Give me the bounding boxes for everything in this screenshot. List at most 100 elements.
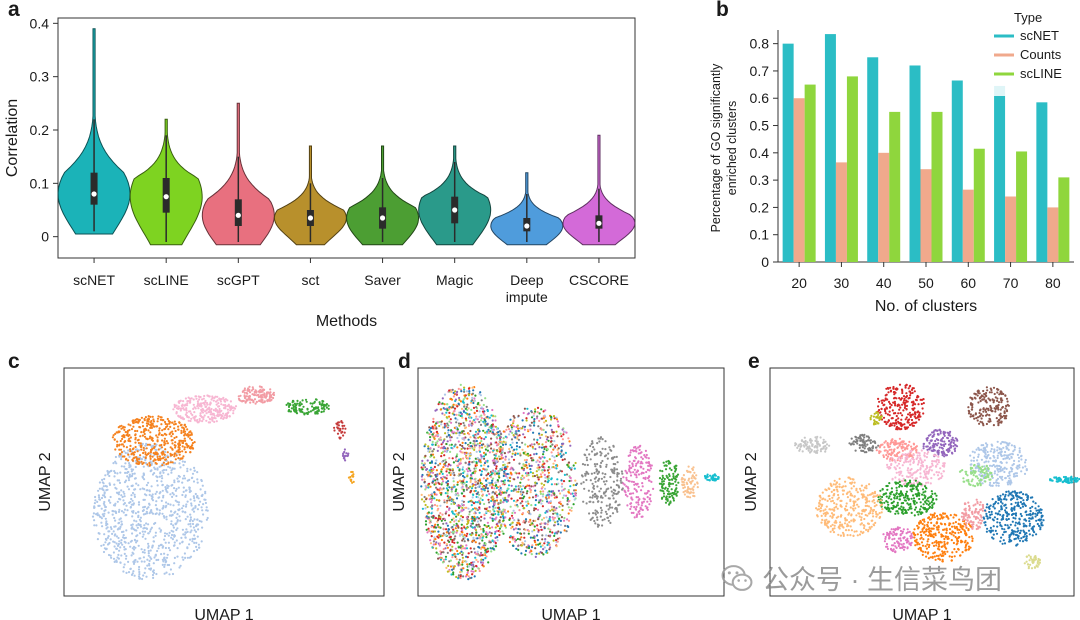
- plot-frame: [769, 367, 1075, 597]
- bar-counts: [878, 152, 890, 262]
- umap-scatter-c: UMAP 1 UMAP 2: [37, 367, 385, 620]
- y-tick-label: 0.2: [30, 122, 50, 138]
- y-tick-label: 0.7: [750, 63, 770, 79]
- bar-counts: [1005, 196, 1017, 262]
- umap-cluster: [882, 526, 914, 554]
- bar-scline: [973, 148, 985, 262]
- bar-scnet: [867, 57, 879, 263]
- umap-cluster: [420, 383, 508, 581]
- umap-cluster: [922, 428, 959, 458]
- x-tick-label: 30: [834, 275, 850, 291]
- x-tick-label: 50: [918, 275, 934, 291]
- x-axis-label: UMAP 1: [541, 607, 600, 620]
- bar-scnet: [951, 80, 963, 263]
- x-tick-label: Deep: [510, 272, 544, 288]
- umap-cluster: [91, 442, 209, 581]
- plot-frame: [63, 367, 385, 597]
- panel-letter-b: b: [716, 0, 729, 21]
- y-tick-label: 0.8: [750, 36, 770, 52]
- umap-cluster: [285, 398, 330, 416]
- umap-cluster: [490, 406, 579, 558]
- umap-points: [420, 383, 720, 581]
- bar-counts: [962, 189, 974, 262]
- violin-median: [596, 220, 602, 226]
- x-tick-label: impute: [506, 289, 548, 305]
- y-tick-label: 0.1: [750, 227, 770, 243]
- umap-cluster: [237, 385, 276, 405]
- umap-cluster: [1023, 554, 1041, 570]
- violin-median: [452, 207, 458, 213]
- y-tick-label: 0.6: [750, 90, 770, 106]
- x-tick-label: 80: [1045, 275, 1061, 291]
- y-axis-label: UMAP 2: [37, 452, 54, 511]
- bar-counts: [920, 169, 932, 262]
- y-axis-label: UMAP 2: [391, 452, 408, 511]
- bar-scnet: [994, 85, 1006, 262]
- y-axis-label: UMAP 2: [743, 452, 760, 511]
- x-tick-label: CSCORE: [569, 272, 629, 288]
- umap-scatter-d: UMAP 1 UMAP 2: [391, 367, 725, 620]
- violin-median: [307, 215, 314, 221]
- bar-scline: [846, 76, 858, 263]
- x-axis-label: Methods: [316, 313, 377, 330]
- bar-counts: [1047, 207, 1059, 262]
- x-tick-label: 40: [876, 275, 892, 291]
- violin-median: [524, 223, 530, 229]
- violin-median: [379, 215, 386, 221]
- x-tick-label: Saver: [364, 272, 401, 288]
- y-tick-label: 0: [41, 229, 49, 245]
- legend-label: scLINE: [1020, 66, 1062, 81]
- bar-scnet: [824, 34, 836, 262]
- y-tick-label: 0.2: [750, 199, 770, 215]
- violin-box: [90, 172, 98, 205]
- bar-scnet: [909, 65, 921, 262]
- watermark: 公众号 · 生信菜鸟团: [720, 558, 1002, 597]
- x-tick-label: scNET: [73, 272, 115, 288]
- bar-counts: [835, 162, 847, 262]
- umap-cluster: [680, 465, 699, 499]
- umap-scatter-e: UMAP 1 UMAP 2: [743, 367, 1080, 620]
- umap-cluster: [875, 437, 918, 462]
- umap-cluster: [111, 415, 196, 467]
- y-tick-label: 0.3: [750, 172, 770, 188]
- x-axis-label: No. of clusters: [875, 298, 977, 315]
- legend-title: Type: [1014, 10, 1042, 25]
- wechat-icon: [721, 564, 753, 591]
- bar-scline: [1058, 177, 1070, 262]
- umap-points: [91, 385, 355, 581]
- x-tick-label: Magic: [436, 272, 473, 288]
- bar-scnet: [782, 43, 794, 262]
- y-axis-label: Correlation: [4, 99, 21, 177]
- y-tick-label: 0.1: [30, 175, 50, 191]
- panel-letter-c: c: [8, 350, 20, 373]
- umap-cluster: [172, 394, 238, 424]
- bar-scline: [804, 84, 816, 263]
- violin-median: [91, 191, 97, 197]
- umap-cluster: [815, 476, 884, 537]
- umap-cluster: [960, 498, 987, 531]
- x-axis-label: UMAP 1: [194, 607, 253, 620]
- watermark-text: 公众号 · 生信菜鸟团: [762, 565, 1002, 595]
- umap-cluster: [703, 473, 720, 482]
- umap-cluster: [333, 420, 347, 440]
- violin-median: [163, 194, 169, 200]
- bar-scline: [1016, 151, 1028, 262]
- plot-frame: [417, 367, 725, 597]
- violin-box: [234, 199, 242, 226]
- umap-cluster: [580, 436, 624, 528]
- violin-median: [235, 212, 241, 218]
- umap-cluster: [912, 512, 974, 563]
- umap-cluster: [848, 433, 880, 454]
- umap-cluster: [622, 444, 655, 519]
- umap-cluster: [794, 435, 831, 454]
- panel-letter-d: d: [398, 350, 411, 373]
- panel-letter-a: a: [8, 0, 20, 21]
- y-tick-label: 0.3: [30, 69, 50, 85]
- umap-cluster: [347, 470, 355, 484]
- umap-cluster: [958, 463, 993, 488]
- umap-cluster: [658, 459, 680, 506]
- y-tick-label: 0.4: [750, 145, 770, 161]
- umap-cluster: [982, 490, 1045, 547]
- x-tick-label: 20: [791, 275, 807, 291]
- x-tick-label: sct: [301, 272, 319, 288]
